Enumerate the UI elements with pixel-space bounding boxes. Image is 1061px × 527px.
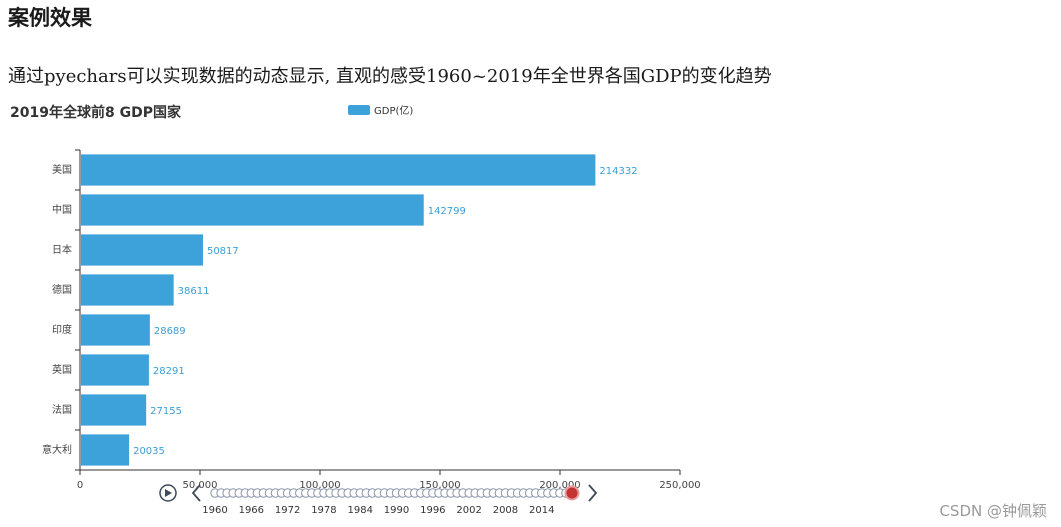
gdp-bar-chart: 2019年全球前8 GDP国家 GDP(亿) 美国 214332 中国 142799 日… (10, 104, 701, 516)
bar[interactable] (81, 314, 150, 346)
timeline-label: 2014 (529, 505, 554, 516)
bar[interactable] (81, 274, 174, 306)
intro-text: 通过pyechars可以实现数据的动态显示, 直观的感受1960~2019年全世… (8, 66, 772, 87)
timeline-label: 2002 (456, 505, 481, 516)
y-tick-label: 印度 (52, 323, 72, 336)
y-tick-label: 法国 (52, 403, 72, 416)
bar[interactable] (81, 234, 203, 266)
data-label: 27155 (150, 406, 182, 417)
timeline-label: 1960 (202, 505, 227, 516)
play-icon[interactable] (159, 484, 177, 502)
y-tick-label: 意大利 (42, 443, 72, 456)
data-label: 38611 (178, 286, 210, 297)
watermark: CSDN @钟佩颖 (939, 502, 1047, 520)
play-icon-ring (159, 484, 177, 502)
x-tick-label: 200,000 (539, 480, 580, 491)
timeline-label: 1972 (275, 505, 300, 516)
chevron-right-icon[interactable] (588, 484, 598, 502)
timeline-label: 1990 (384, 505, 409, 516)
plot-area: 美国 214332 中国 142799 日本 50817 德国 38611 印度 28689 英国 2… (42, 149, 701, 491)
timeline-label: 2008 (493, 505, 518, 516)
chevron-left-icon[interactable] (191, 484, 201, 502)
bar[interactable] (81, 394, 147, 426)
timeline[interactable]: 1960 1966 1972 1978 1984 1990 1996 2002 2008 2014 (159, 484, 598, 516)
data-label: 20035 (133, 446, 165, 457)
bar[interactable] (81, 154, 596, 186)
y-tick-label: 英国 (52, 363, 72, 376)
data-label: 28291 (153, 366, 185, 377)
timeline-label: 1996 (420, 505, 445, 516)
timeline-label: 1984 (347, 505, 372, 516)
legend-label: GDP(亿) (374, 104, 413, 117)
play-icon-triangle (165, 489, 172, 497)
legend-swatch (348, 105, 370, 115)
x-tick-label: 250,000 (659, 480, 700, 491)
chart-title: 2019年全球前8 GDP国家 (10, 104, 182, 121)
data-label: 214332 (599, 166, 637, 177)
bar[interactable] (81, 434, 130, 466)
data-label: 50817 (207, 246, 239, 257)
y-tick-label: 中国 (52, 203, 72, 216)
legend[interactable]: GDP(亿) (348, 104, 413, 117)
bar[interactable] (81, 354, 149, 386)
timeline-current-point[interactable] (564, 485, 580, 501)
timeline-label: 1966 (239, 505, 264, 516)
x-tick-label: 100,000 (299, 480, 340, 491)
section-heading: 案例效果 (8, 5, 92, 30)
data-label: 28689 (154, 326, 186, 337)
y-tick-label: 美国 (52, 163, 72, 176)
x-tick-label: 150,000 (419, 480, 460, 491)
bar[interactable] (81, 194, 424, 226)
y-tick-label: 日本 (52, 243, 72, 256)
timeline-label: 1978 (311, 505, 336, 516)
data-label: 142799 (428, 206, 466, 217)
x-tick-label: 0 (77, 480, 83, 491)
y-tick-label: 德国 (52, 283, 72, 296)
